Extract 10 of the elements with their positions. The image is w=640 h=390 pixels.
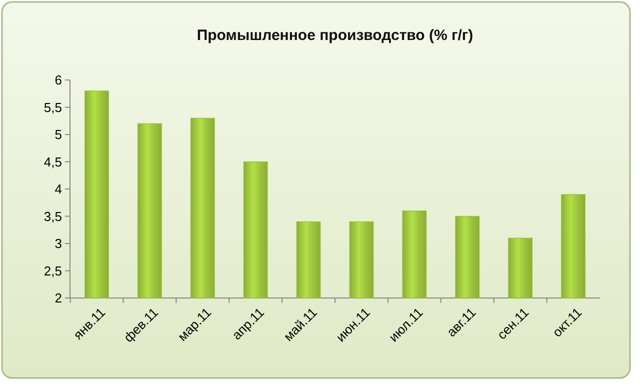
chart-title: Промышленное производство (% г/г) [196,27,474,44]
y-tick-label: 5,5 [44,100,62,115]
y-tick-label: 4 [54,182,62,197]
y-tick-label: 2 [54,290,62,306]
y-tick-label: 4,5 [44,154,62,170]
y-tick-label: 3 [54,236,62,252]
y-tick-label: 2,5 [44,263,62,278]
y-tick-label: 6 [54,72,62,88]
y-tick-label: 3,5 [44,208,62,224]
y-tick-label: 5 [54,127,62,142]
